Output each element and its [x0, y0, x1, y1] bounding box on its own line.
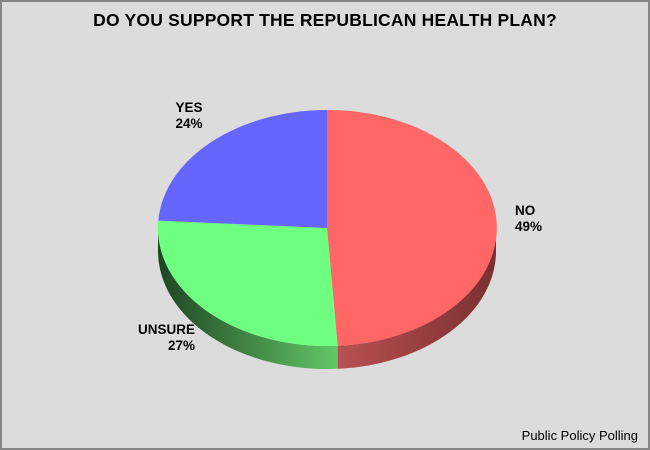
slice-label-no-name: NO — [515, 203, 536, 218]
source-attribution: Public Policy Polling — [521, 428, 638, 443]
slice-label-unsure-name: UNSURE — [137, 322, 195, 337]
pie-slice-unsure — [157, 220, 338, 347]
slice-label-yes-percent: 24% — [175, 116, 203, 131]
slice-label-yes-name: YES — [175, 100, 203, 115]
slice-label-unsure: UNSURE 27% — [75, 322, 195, 354]
slice-label-no-percent: 49% — [515, 219, 543, 234]
slice-label-yes: YES 24% — [149, 100, 229, 132]
pie-slice-no — [327, 109, 497, 346]
pie-slice-yes — [158, 110, 327, 228]
slice-label-no: NO 49% — [515, 203, 542, 235]
pie-slice-side-unsure — [157, 228, 338, 370]
pie-slice-side-no — [337, 228, 497, 369]
chart-title: DO YOU SUPPORT THE REPUBLICAN HEALTH PLA… — [93, 10, 557, 30]
slice-label-unsure-percent: 27% — [167, 338, 195, 353]
